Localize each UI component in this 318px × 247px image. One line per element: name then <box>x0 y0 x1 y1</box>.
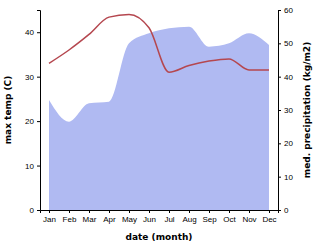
tick-mark <box>229 210 230 213</box>
tick: Jun <box>143 210 156 224</box>
tick-label: 30 <box>25 73 34 82</box>
tick-label: 30 <box>284 106 293 115</box>
tick-mark <box>278 110 281 111</box>
tick-label: 10 <box>25 162 34 171</box>
tick-label: May <box>122 215 137 224</box>
tick-mark <box>49 210 50 213</box>
tick-label: Nov <box>242 215 256 224</box>
tick-mark <box>37 166 40 167</box>
tick: 30 <box>278 106 293 115</box>
tick: 40 <box>25 28 40 37</box>
tick-label: Sep <box>202 215 217 224</box>
tick-mark <box>37 210 40 211</box>
tick-mark <box>269 210 270 213</box>
tick-label: Jul <box>164 215 174 224</box>
tick-mark <box>209 210 210 213</box>
temperature-line <box>49 14 269 72</box>
tick: Apr <box>103 210 116 224</box>
axis-line <box>37 11 41 211</box>
tick-label: 50 <box>284 39 293 48</box>
tick-label: Mar <box>83 215 97 224</box>
tick-label: 0 <box>30 206 35 215</box>
chart: Jan Feb Mar Apr May Jun Jul Aug Sep Oct Nov Dec 0 10 2… <box>0 0 318 247</box>
y2-axis: 0 10 20 30 40 50 60 <box>278 6 293 215</box>
tick: 50 <box>278 39 293 48</box>
tick: Dec <box>262 210 276 224</box>
tick-mark <box>249 210 250 213</box>
tick-mark <box>69 210 70 213</box>
tick-mark <box>89 210 90 213</box>
tick-label: Oct <box>223 215 236 224</box>
tick: Aug <box>182 210 196 224</box>
tick: 30 <box>25 73 40 82</box>
y2-axis-title: med. precipitation (kg/m2) <box>302 42 312 178</box>
tick: 0 <box>278 206 289 215</box>
x-axis-title: date (month) <box>126 232 193 242</box>
tick: Mar <box>83 210 97 224</box>
x-axis: Jan Feb Mar Apr May Jun Jul Aug Sep Oct Nov Dec <box>41 210 279 224</box>
y-axis: 0 10 20 30 40 <box>25 11 40 216</box>
tick: Sep <box>202 210 217 224</box>
tick-label: Jun <box>143 215 156 224</box>
tick: Jul <box>164 210 174 224</box>
axis-line <box>41 211 279 214</box>
tick-mark <box>278 177 281 178</box>
tick-label: 10 <box>284 173 293 182</box>
tick: Oct <box>223 210 236 224</box>
tick: 0 <box>30 206 40 215</box>
plot-area <box>49 14 269 210</box>
tick-mark <box>278 143 281 144</box>
tick-label: Apr <box>103 215 116 224</box>
tick-label: Feb <box>63 215 77 224</box>
tick-mark <box>278 43 281 44</box>
tick-mark <box>37 77 40 78</box>
tick: Feb <box>63 210 77 224</box>
tick-label: Aug <box>182 215 196 224</box>
tick: 60 <box>278 6 293 15</box>
tick-label: 60 <box>284 6 293 15</box>
tick: May <box>122 210 137 224</box>
tick-mark <box>37 121 40 122</box>
tick-mark <box>278 77 281 78</box>
tick-mark <box>169 210 170 213</box>
tick: 20 <box>278 139 293 148</box>
axis-line <box>279 11 282 211</box>
tick-mark <box>37 32 40 33</box>
tick-mark <box>189 210 190 213</box>
tick: 10 <box>278 173 293 182</box>
tick-label: 20 <box>284 139 293 148</box>
tick: 10 <box>25 162 40 171</box>
tick: 20 <box>25 117 40 126</box>
tick: Jan <box>43 210 56 224</box>
tick-label: 20 <box>25 117 34 126</box>
tick-label: 40 <box>25 28 34 37</box>
tick-label: 0 <box>284 206 289 215</box>
tick-label: 40 <box>284 73 293 82</box>
tick-mark <box>129 210 130 213</box>
tick-mark <box>109 210 110 213</box>
y-axis-title: max temp (C) <box>3 76 13 145</box>
tick-mark <box>149 210 150 213</box>
tick: 40 <box>278 73 293 82</box>
tick-label: Dec <box>262 215 276 224</box>
tick-mark <box>278 10 281 11</box>
tick-label: Jan <box>43 215 56 224</box>
tick-mark <box>278 210 281 211</box>
tick: Nov <box>242 210 256 224</box>
